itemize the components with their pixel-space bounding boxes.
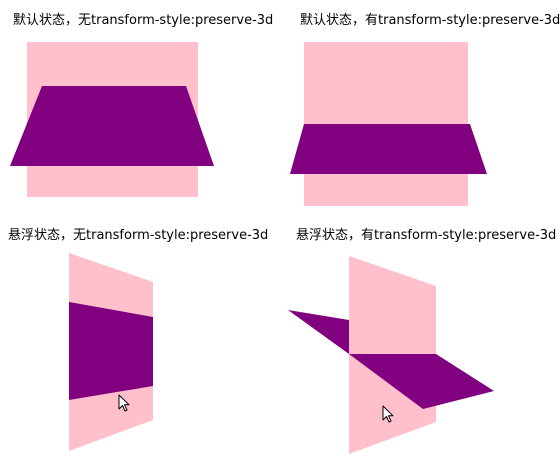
panel-caption-default-flat: 默认状态，无transform-style:preserve-3d [13, 13, 274, 28]
flipping-plane [290, 124, 487, 174]
flipping-plane [10, 86, 214, 166]
flipping-plane-front [349, 354, 494, 409]
back-plane-upper [349, 256, 436, 354]
panel-caption-hover-3d: 悬浮状态，有transform-style:preserve-3d [296, 228, 557, 243]
flipping-plane [69, 302, 153, 400]
panel-caption-default-3d: 默认状态，有transform-style:preserve-3d [300, 13, 560, 28]
arrow-pointer-icon [382, 405, 394, 423]
flipping-plane-rear [288, 310, 349, 354]
arrow-pointer-icon [118, 394, 130, 412]
panel-caption-hover-flat: 悬浮状态，无transform-style:preserve-3d [8, 228, 269, 243]
